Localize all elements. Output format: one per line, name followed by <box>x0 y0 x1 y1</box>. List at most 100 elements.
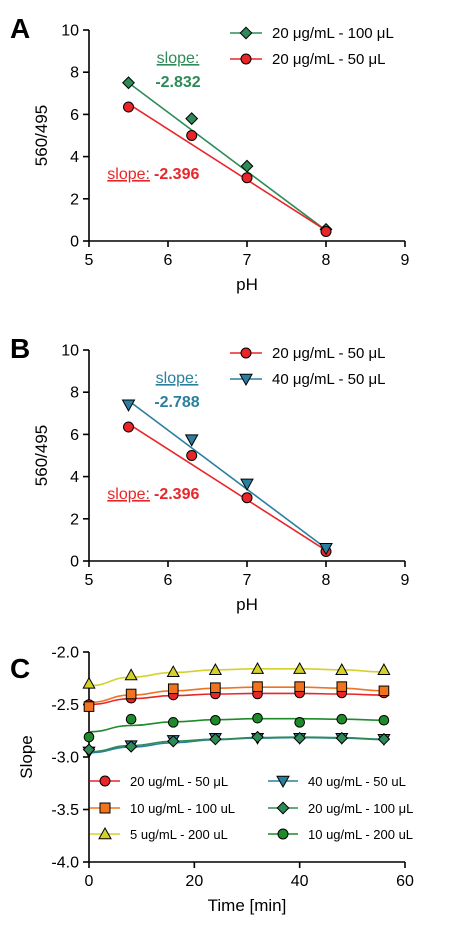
data-point <box>294 717 305 728</box>
data-point <box>250 662 265 674</box>
data-point <box>319 543 333 556</box>
data-point <box>121 399 136 412</box>
data-point <box>241 492 253 504</box>
panel-letter: B <box>10 333 30 364</box>
data-point <box>186 130 198 141</box>
x-tick-label: 9 <box>401 572 410 589</box>
fit-line <box>128 82 327 232</box>
data-point <box>377 732 391 746</box>
panel-letter: A <box>10 13 30 44</box>
y-tick-label: -4.0 <box>51 855 79 872</box>
legend-marker <box>276 775 290 789</box>
x-tick-label: 40 <box>291 873 309 890</box>
x-tick-label: 6 <box>164 252 173 269</box>
data-point <box>82 676 96 689</box>
x-axis-title: pH <box>236 275 258 294</box>
data-point <box>252 681 263 692</box>
y-tick-label: 10 <box>61 343 79 360</box>
legend-marker <box>276 801 290 815</box>
x-tick-label: 60 <box>396 873 414 890</box>
legend-marker <box>99 802 111 814</box>
x-tick-label: 7 <box>243 572 252 589</box>
panel-a: A 0 2 4 6 8 10 5 6 7 8 9 pH 560/495 20 μg/mL - 100 μL 2… <box>10 13 410 294</box>
slope-label: slope: <box>156 370 199 387</box>
x-tick-label: 8 <box>322 252 331 269</box>
data-point <box>167 717 179 728</box>
y-tick-label: 0 <box>70 234 79 251</box>
data-point <box>124 668 138 681</box>
data-point <box>240 478 254 492</box>
x-tick-label: 7 <box>243 252 252 269</box>
legend-label: 10 ug/mL - 200 uL <box>308 827 413 842</box>
data-point <box>186 450 198 461</box>
y-tick-label: 6 <box>70 107 79 124</box>
data-point <box>185 112 199 126</box>
slope-label: slope: <box>107 486 150 503</box>
x-tick-label: 5 <box>85 252 94 269</box>
y-tick-label: 8 <box>70 65 79 82</box>
data-point <box>377 663 391 675</box>
fit-line <box>128 399 327 549</box>
y-tick-label: 2 <box>70 511 79 528</box>
x-axis-title: Time [min] <box>208 896 287 915</box>
legend-label: 20 ug/mL - 50 μL <box>130 774 228 789</box>
panel-b: B 0 2 4 6 8 10 5 6 7 8 9 pH 560/495 20 μg/mL - 50 μL 40… <box>10 333 410 614</box>
y-tick-label: 6 <box>70 427 79 444</box>
legend-marker <box>277 828 289 840</box>
legend-label: 20 μg/mL - 100 μL <box>272 25 394 42</box>
data-point <box>167 735 180 748</box>
panel-letter: C <box>10 653 30 684</box>
data-point <box>320 226 332 238</box>
data-point <box>335 731 349 745</box>
data-point <box>83 701 95 712</box>
data-point <box>240 159 254 173</box>
x-tick-label: 9 <box>401 252 410 269</box>
y-tick-label: 4 <box>70 149 79 166</box>
y-axis-title: 560/495 <box>32 425 51 486</box>
legend-marker <box>239 373 253 387</box>
y-tick-label: -2.0 <box>51 645 79 662</box>
slope-value: -2.832 <box>155 74 200 91</box>
legend-label: 40 μg/mL - 50 μL <box>272 371 385 388</box>
data-point <box>336 713 348 725</box>
fit-line <box>128 423 327 552</box>
y-tick-label: 8 <box>70 385 79 402</box>
x-tick-label: 6 <box>164 572 173 589</box>
y-axis-title: Slope <box>17 735 36 778</box>
data-point <box>123 421 134 433</box>
data-point <box>252 712 263 724</box>
y-axis-title: 560/495 <box>32 105 51 166</box>
legend-label: 20 μg/mL - 50 μL <box>272 51 385 68</box>
data-point <box>123 101 134 113</box>
y-tick-label: 0 <box>70 554 79 571</box>
legend-label: 5 ug/mL - 200 uL <box>130 827 228 842</box>
data-point <box>124 740 138 753</box>
slope-label: slope: <box>157 50 200 67</box>
legend-label: 10 ug/mL - 100 uL <box>130 801 235 816</box>
legend-label: 20 ug/mL - 100 μL <box>308 801 413 816</box>
slope-value: -2.788 <box>154 394 199 411</box>
legend-marker <box>240 347 252 359</box>
data-point <box>184 434 199 447</box>
data-point <box>294 681 305 692</box>
data-point <box>293 662 307 674</box>
data-point <box>293 731 306 745</box>
data-point <box>251 730 264 744</box>
legend-label: 40 ug/mL - 50 uL <box>308 774 406 789</box>
data-point <box>82 743 96 756</box>
data-point <box>167 683 179 695</box>
x-tick-label: 8 <box>322 572 331 589</box>
data-point <box>209 732 222 746</box>
data-point <box>125 713 137 725</box>
data-point <box>208 663 223 675</box>
x-axis-title: pH <box>236 595 258 614</box>
data-point <box>378 714 390 726</box>
data-point <box>210 714 221 726</box>
legend-marker <box>239 26 253 40</box>
data-point <box>335 663 349 675</box>
data-point <box>122 76 135 90</box>
fit-line <box>128 103 327 232</box>
slope-label: slope: <box>107 166 150 183</box>
y-tick-label: -3.5 <box>51 802 79 819</box>
data-point <box>241 172 253 184</box>
